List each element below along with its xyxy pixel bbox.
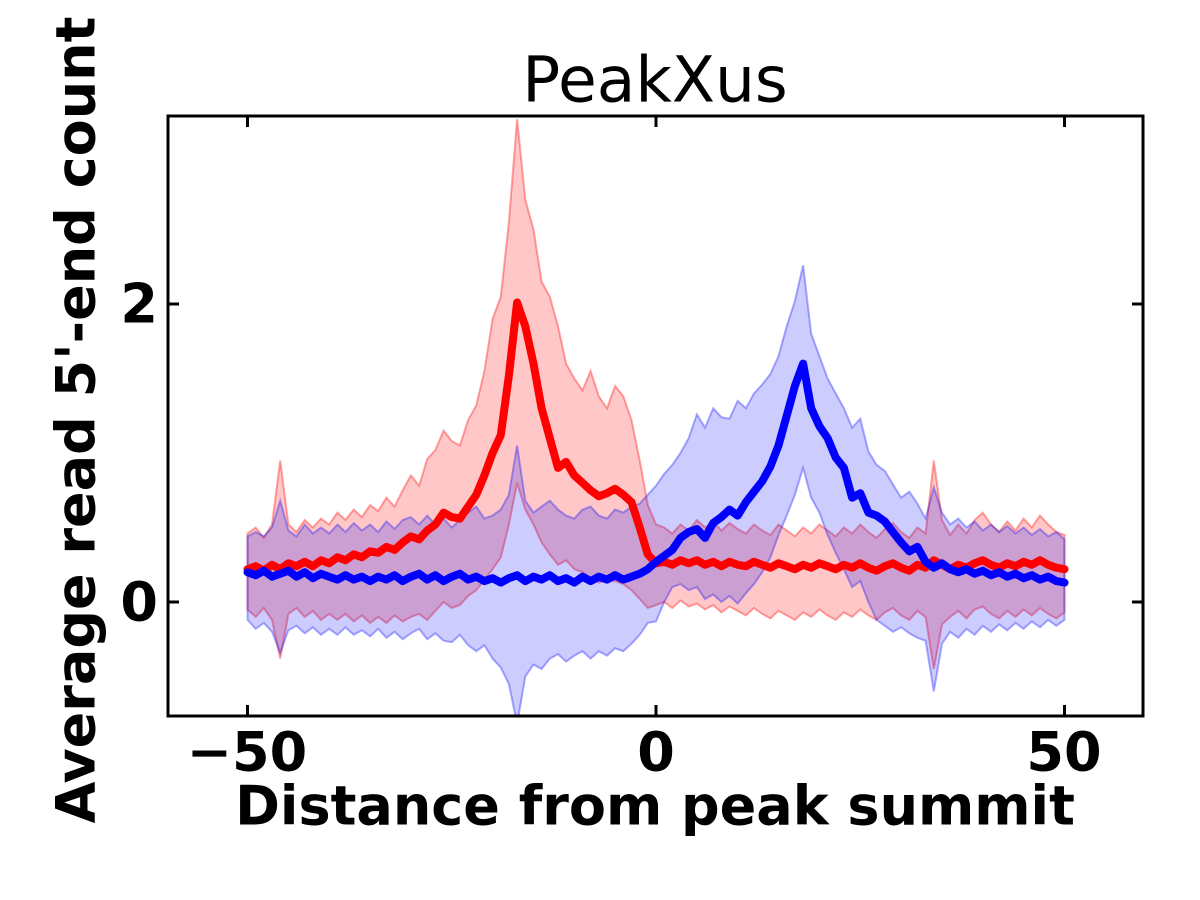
x-tick-label-0: 0 <box>637 720 675 784</box>
plot-area <box>243 119 1069 716</box>
line-blue <box>243 359 1069 587</box>
band-red <box>246 119 1066 670</box>
y-tick-label-2: 2 <box>120 272 158 336</box>
y-axis-label: Average read 5'-end count <box>44 16 108 824</box>
band-blue <box>246 265 1066 716</box>
x-tick-label-50: 50 <box>1026 720 1102 784</box>
x-axis-label: Distance from peak summit <box>235 774 1075 838</box>
x-tick-label-neg50: −50 <box>186 720 308 784</box>
y-tick-label-0: 0 <box>120 570 158 634</box>
chart-title: PeakXus <box>522 43 788 117</box>
tick-marks <box>168 116 1143 716</box>
